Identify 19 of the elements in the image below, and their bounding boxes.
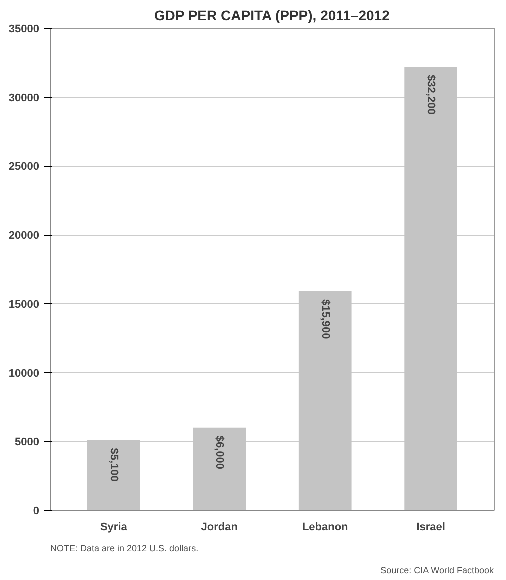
data-label: $32,200 <box>425 75 438 115</box>
x-tick-label: Lebanon <box>302 522 349 534</box>
x-tick-label: Jordan <box>201 522 238 534</box>
data-label: $6,000 <box>214 436 226 470</box>
x-tick-label: Syria <box>100 522 128 534</box>
data-label: $15,900 <box>319 300 332 340</box>
y-tick-label: 0 <box>33 506 40 518</box>
data-label: $5,100 <box>108 448 120 482</box>
y-tick-label: 5000 <box>15 436 40 449</box>
y-tick-label: 25000 <box>8 161 40 174</box>
source-note: Source: CIA World Factbook <box>380 566 495 576</box>
y-tick-label: 15000 <box>8 298 40 311</box>
y-tick-label: 10000 <box>8 368 40 380</box>
chart-title: GDP PER CAPITA (PPP), 2011–2012 <box>154 8 390 24</box>
y-tick-label: 20000 <box>8 230 40 242</box>
y-tick-label: 35000 <box>8 24 40 36</box>
text: NOTE: Data are in 2012 U.S. dollars. <box>50 544 199 554</box>
y-tick-label: 30000 <box>8 92 40 104</box>
x-tick-label: Israel <box>416 522 446 534</box>
